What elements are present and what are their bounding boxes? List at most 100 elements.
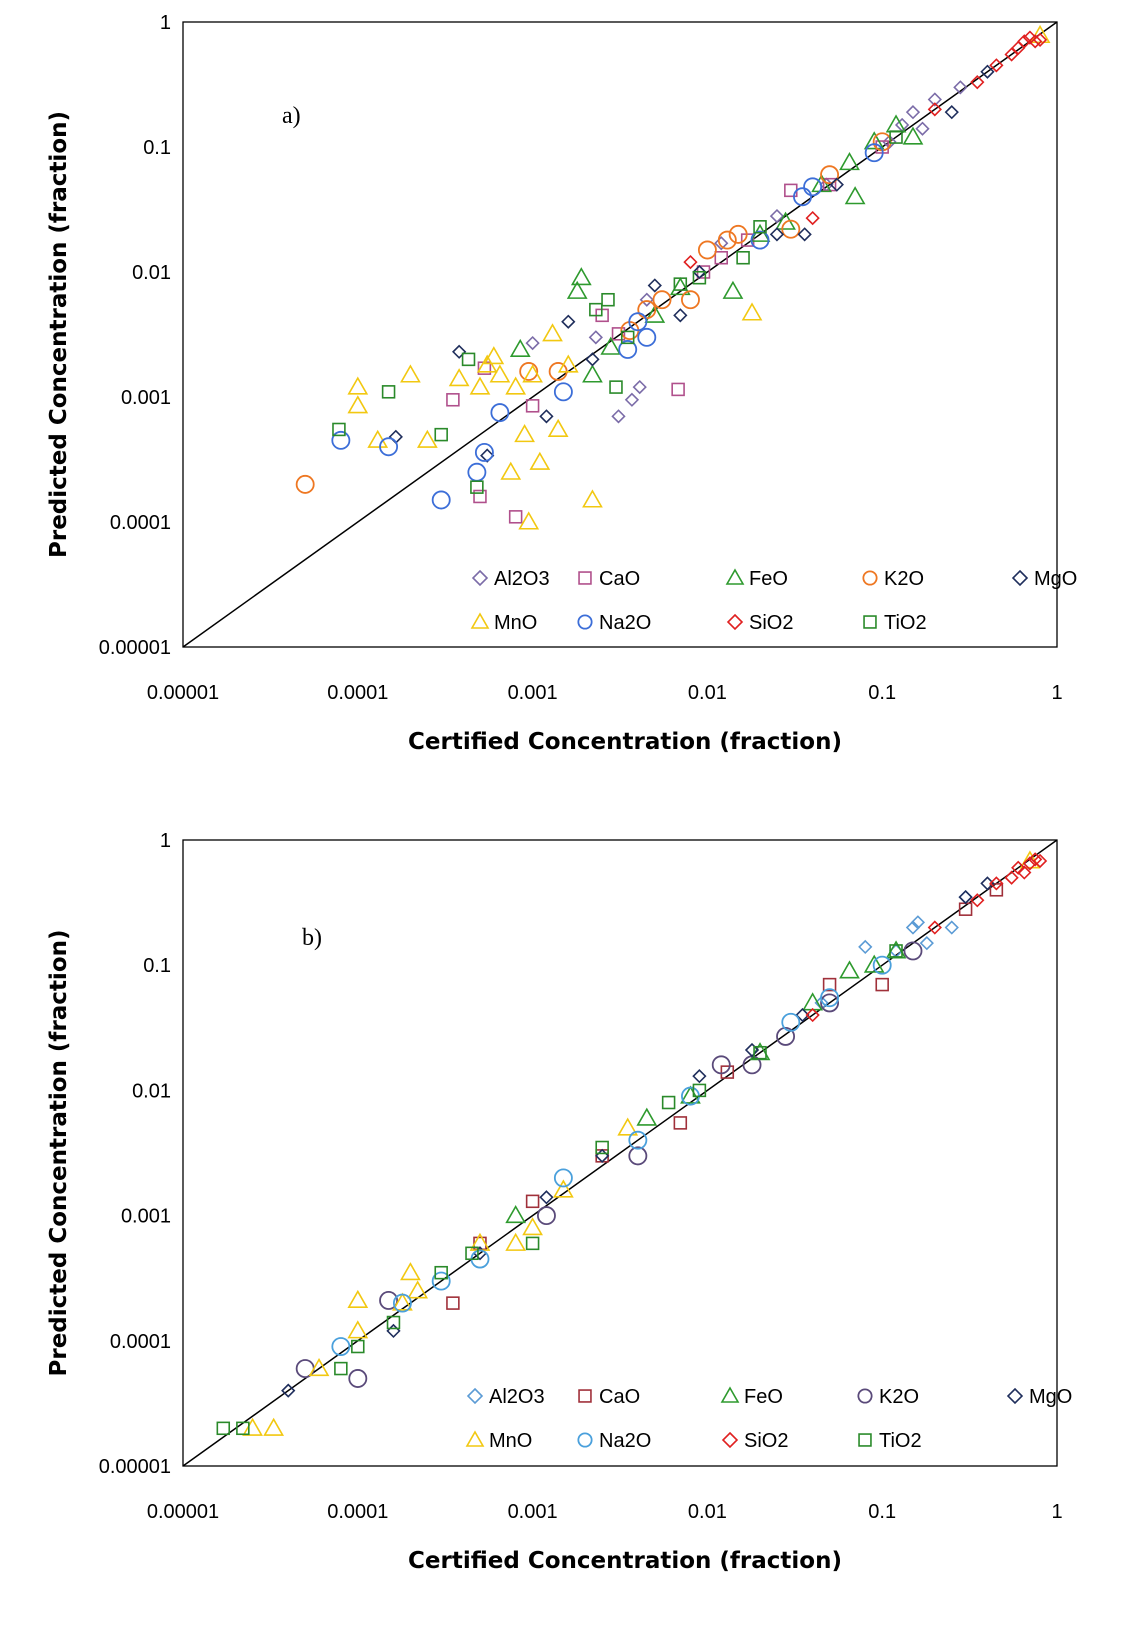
y-tick-label: 0.001: [121, 1206, 171, 1228]
y-tick-label: 0.0001: [110, 512, 171, 534]
y-axis-title: Predicted Concentration (fraction): [46, 111, 72, 558]
series-cao: [446, 140, 889, 524]
series-al2o3: [525, 80, 968, 424]
data-point-mno: [263, 1417, 285, 1436]
data-point-tio2: [525, 1236, 540, 1251]
x-tick-label: 1: [1051, 1501, 1062, 1523]
data-point-mno: [448, 368, 470, 387]
data-point-na2o: [637, 327, 657, 347]
legend-label-tio2: TiO2: [879, 1430, 922, 1452]
data-point-na2o: [820, 988, 840, 1008]
x-tick-label: 0.001: [508, 682, 558, 704]
data-point-cao: [446, 393, 460, 407]
data-point-tio2: [236, 1421, 250, 1436]
data-point-al2o3: [588, 330, 603, 345]
series-mgo: [388, 64, 995, 463]
data-point-tio2: [673, 277, 688, 291]
data-point-al2o3: [769, 208, 785, 224]
data-point-mno: [489, 364, 511, 383]
data-point-sio2: [1017, 865, 1032, 880]
data-point-na2o: [553, 1168, 573, 1188]
data-point-mno: [741, 302, 763, 321]
series-na2o: [331, 955, 892, 1356]
legend-label-cao: CaO: [599, 568, 640, 590]
data-point-al2o3: [632, 379, 647, 395]
legend: Al2O3 CaO FeO K2O MgO MnO Na2O SiO2 TiO2: [465, 1386, 1072, 1452]
legend-label-mgo: MgO: [1034, 568, 1077, 590]
data-point-mgo: [769, 227, 785, 242]
data-point-na2o: [628, 312, 648, 332]
data-point-sio2: [1017, 34, 1032, 49]
data-point-na2o: [392, 1293, 412, 1313]
data-point-mno: [407, 1280, 429, 1299]
data-point-tio2: [461, 352, 476, 367]
y-tick-label: 0.00001: [99, 1456, 171, 1478]
scatter-panel-2: 0.00001 0.00001 0.0001 0.0001 0.001 0.001 0.01…: [46, 830, 1072, 1574]
legend-marker-al2o3: [471, 569, 489, 587]
data-point-tio2: [736, 251, 750, 265]
data-point-sio2: [1028, 852, 1043, 867]
legend-marker-mno: [470, 612, 490, 629]
data-point-sio2: [1011, 860, 1026, 875]
data-point-feo: [839, 960, 860, 979]
data-point-mno: [522, 1217, 543, 1236]
data-point-sio2: [805, 210, 820, 226]
data-point-al2o3: [910, 915, 926, 930]
legend-marker-mno: [465, 1430, 485, 1447]
data-point-feo: [902, 126, 924, 145]
data-point-k2o: [295, 474, 315, 494]
data-point-k2o: [717, 230, 737, 250]
data-point-na2o: [467, 462, 487, 482]
data-point-mno: [347, 376, 369, 395]
data-point-tio2: [889, 944, 903, 958]
data-point-mgo: [797, 227, 812, 242]
legend-label-al2o3: Al2O3: [489, 1386, 545, 1408]
data-point-al2o3: [915, 121, 930, 136]
data-point-al2o3: [927, 92, 942, 107]
data-point-feo: [600, 336, 622, 355]
data-point-feo: [566, 280, 588, 299]
legend-marker-feo: [720, 1386, 740, 1403]
data-point-mno: [347, 1289, 369, 1309]
data-point-tio2: [609, 380, 623, 394]
data-point-mno: [347, 1320, 369, 1339]
data-point-mno: [400, 364, 421, 383]
data-point-feo: [582, 364, 603, 383]
data-point-na2o: [628, 1130, 648, 1150]
plot-area-frame: [182, 21, 1058, 648]
data-point-mgo: [561, 314, 576, 329]
data-point-mno: [469, 376, 491, 395]
data-point-sio2: [989, 876, 1004, 891]
x-tick-label: 0.01: [688, 682, 727, 704]
data-point-cao: [740, 233, 755, 247]
data-point-al2o3: [905, 920, 921, 935]
data-point-cao: [714, 251, 728, 265]
panel-label: a): [282, 103, 301, 129]
data-point-tio2: [692, 270, 707, 285]
data-point-k2o: [728, 224, 748, 244]
legend-marker-na2o: [577, 1432, 593, 1448]
data-point-mgo: [647, 278, 662, 293]
data-point-mno: [347, 395, 369, 414]
data-point-k2o: [628, 1146, 648, 1166]
x-axis-title: Certified Concentration (fraction): [408, 729, 842, 755]
data-point-cao: [671, 382, 685, 397]
data-point-k2o: [379, 1291, 399, 1310]
data-point-na2o: [331, 430, 351, 450]
data-point-tio2: [351, 1339, 365, 1354]
x-tick-label: 0.0001: [327, 1501, 388, 1523]
data-point-feo: [839, 152, 860, 171]
x-tick-label: 0.1: [868, 1501, 896, 1523]
data-point-tio2: [661, 1095, 676, 1110]
data-point-cao: [595, 1149, 609, 1163]
data-point-sio2: [1032, 32, 1048, 47]
data-point-na2o: [803, 177, 823, 197]
data-point-tio2: [434, 1265, 448, 1280]
data-point-tio2: [889, 130, 903, 144]
data-point-sio2: [927, 102, 942, 117]
data-point-mno: [483, 346, 505, 365]
x-tick-label: 0.001: [508, 1501, 558, 1523]
data-point-cao: [525, 1194, 540, 1209]
legend-marker-k2o: [857, 1388, 873, 1404]
data-point-mgo: [980, 64, 995, 79]
